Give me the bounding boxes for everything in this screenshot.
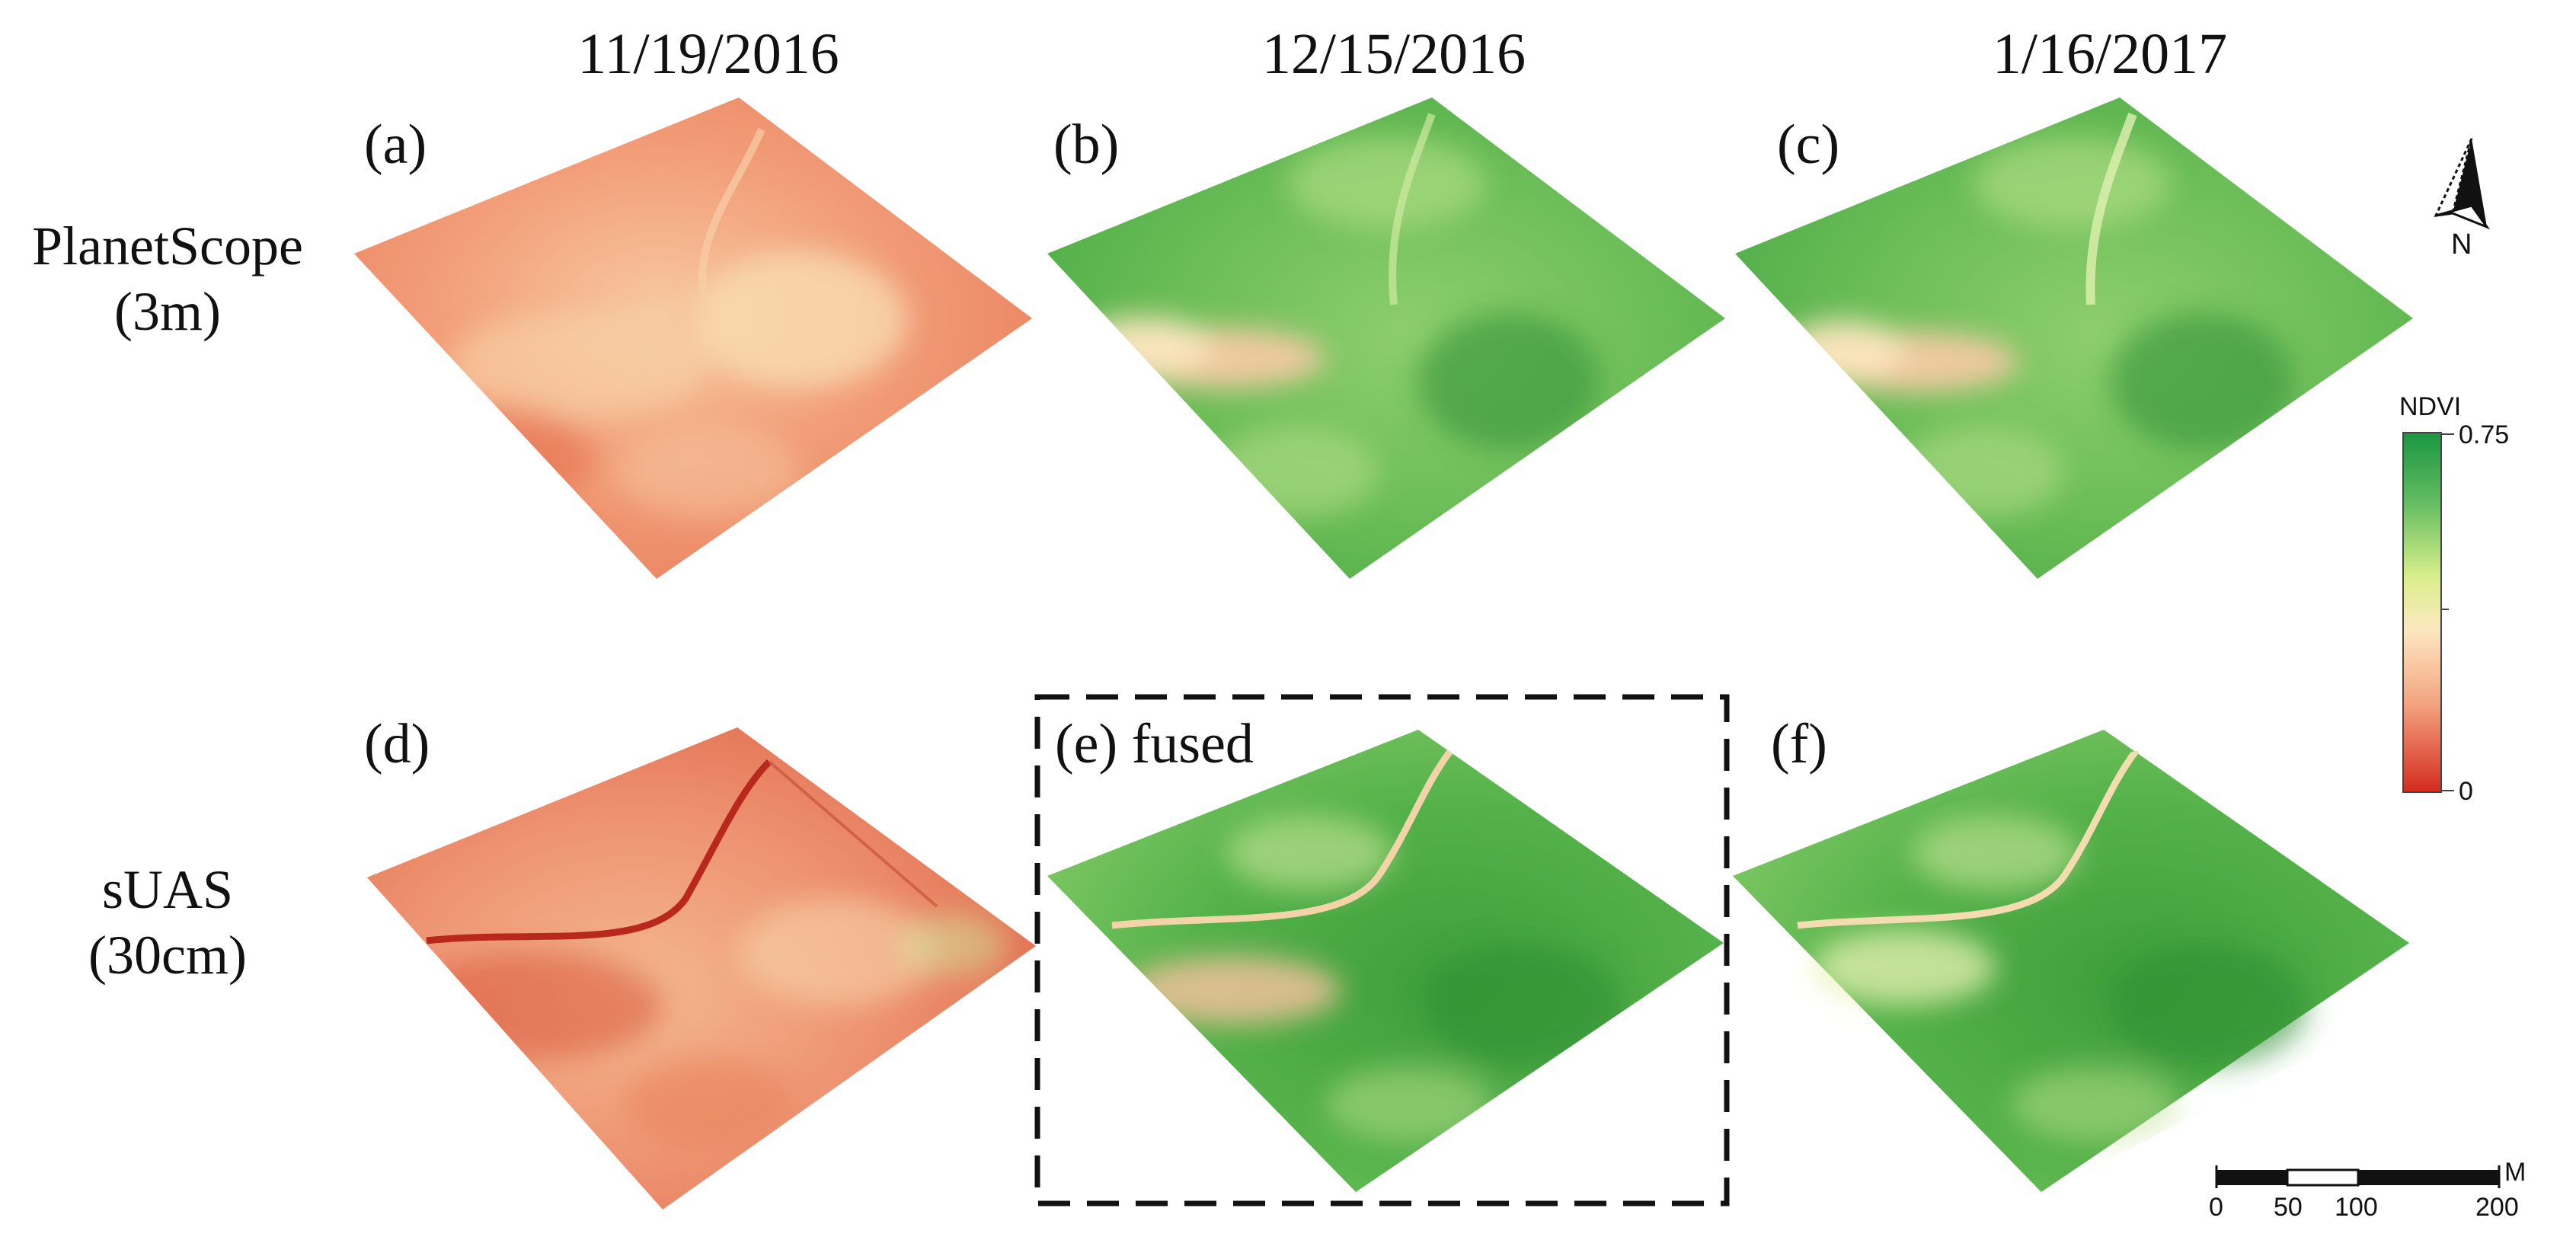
map-panel-d	[367, 727, 1036, 1210]
scale-bar-unit: M	[2504, 1158, 2526, 1187]
north-arrow-icon	[2434, 138, 2491, 230]
ndvi-legend-min: 0	[2459, 777, 2473, 806]
ndvi-legend-colorbar	[2402, 432, 2442, 793]
row-label-suas-name: sUAS	[101, 859, 234, 920]
panel-label-b: (b)	[1053, 113, 1120, 176]
ndvi-legend-max: 0.75	[2459, 420, 2510, 449]
map-panel-a	[354, 97, 1032, 579]
ndvi-legend-title: NDVI	[2399, 392, 2462, 421]
row-label-suas: sUAS (30cm)	[0, 857, 335, 988]
scale-tick-0: 0	[2209, 1193, 2223, 1222]
scale-bar	[2215, 1165, 2501, 1188]
date-header-2: 12/15/2016	[1261, 22, 1526, 86]
panel-label-a: (a)	[364, 113, 427, 176]
scale-tick-100: 100	[2335, 1193, 2378, 1222]
row-label-suas-resolution: (30cm)	[88, 925, 247, 986]
row-label-planetscope-name: PlanetScope	[32, 216, 303, 276]
panel-label-f: (f)	[1771, 713, 1827, 775]
panel-label-d: (d)	[364, 713, 430, 775]
row-label-planetscope: PlanetScope (3m)	[0, 213, 335, 344]
scale-tick-50: 50	[2274, 1193, 2303, 1222]
panel-label-e: (e) fused	[1055, 713, 1254, 775]
map-panel-f	[1733, 730, 2409, 1192]
date-header-1: 11/19/2016	[577, 22, 839, 86]
row-label-planetscope-resolution: (3m)	[114, 281, 221, 342]
scale-tick-200: 200	[2475, 1193, 2519, 1222]
map-panel-b	[1047, 97, 1725, 579]
date-header-3: 1/16/2017	[1992, 22, 2228, 86]
map-panel-e	[1047, 730, 1724, 1192]
north-arrow-label: N	[2451, 229, 2472, 260]
panel-label-c: (c)	[1777, 113, 1840, 176]
fused-highlight-box	[1034, 694, 1730, 1206]
